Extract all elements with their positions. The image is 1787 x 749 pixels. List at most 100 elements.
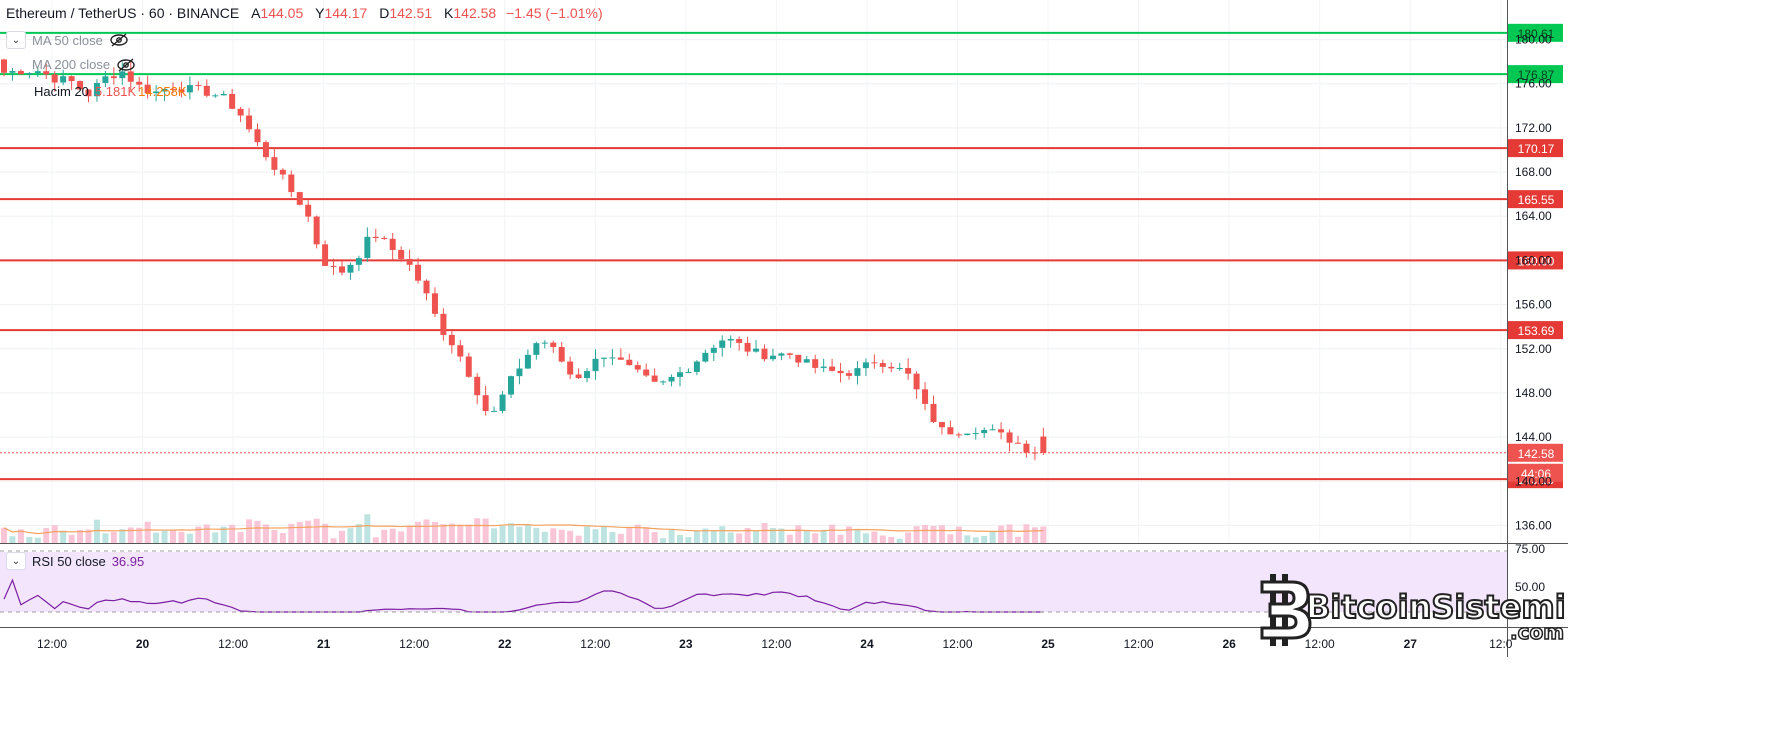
volume-bar <box>778 528 785 543</box>
volume-bar <box>499 525 506 543</box>
price-tick-label: 156.00 <box>1515 298 1552 312</box>
volume-bar <box>313 518 320 543</box>
candle-body <box>347 264 354 273</box>
volume-bar <box>17 529 24 543</box>
candle-body <box>947 427 954 435</box>
volume-bar <box>643 527 650 543</box>
volume-bar <box>862 533 869 543</box>
volume-bar <box>617 533 624 543</box>
candle-body <box>955 434 962 436</box>
candle-body <box>862 362 869 369</box>
price-tick-label: 136.00 <box>1515 518 1552 532</box>
volume-bar <box>178 531 185 543</box>
volume-bar <box>136 527 143 543</box>
symbol-header: Ethereum / TetherUS · 60 · BINANCE A144.… <box>6 5 603 21</box>
volume-bar <box>972 537 979 543</box>
volume-bar <box>736 533 743 543</box>
candle-body <box>550 342 557 348</box>
candle-body <box>262 142 269 158</box>
level-tag-label: 153.69 <box>1518 324 1555 338</box>
candle-body <box>651 375 658 382</box>
rsi-legend[interactable]: ⌄ RSI 50 close 36.95 <box>6 552 144 570</box>
price-tick-label: 168.00 <box>1515 165 1552 179</box>
volume-bar <box>102 533 109 543</box>
volume-bar <box>609 532 616 543</box>
candle-body <box>440 313 447 335</box>
candle-body <box>567 361 574 375</box>
chevron-down-icon[interactable]: ⌄ <box>6 552 26 570</box>
candle-body <box>482 395 489 412</box>
candle-body <box>660 381 667 383</box>
rsi-tick-label: 50.00 <box>1515 580 1545 594</box>
price-tick-label: 148.00 <box>1515 386 1552 400</box>
eye-slash-icon[interactable] <box>116 57 136 72</box>
volume-ma-value: 14.258K <box>138 84 187 99</box>
candle-body <box>203 85 210 96</box>
price-tick-label: 176.00 <box>1515 77 1552 91</box>
volume-bar <box>888 536 895 543</box>
grid-lines <box>0 0 1507 543</box>
volume-bar <box>77 529 84 543</box>
level-tag <box>1508 65 1563 84</box>
rsi-path <box>3 578 1044 613</box>
level-tag-label: 165.55 <box>1518 193 1555 207</box>
volume-bar <box>144 521 151 543</box>
candle-body <box>922 389 929 404</box>
indicator-ma50[interactable]: ⌄ MA 50 close <box>6 31 129 49</box>
volume-bar <box>431 521 438 543</box>
volume-bar <box>677 534 683 543</box>
volume-ma-line <box>3 523 1044 535</box>
time-axis[interactable]: 12:00 20 12:00 21 12:00 22 12:00 23 12:00 24 12:00… <box>37 637 1513 651</box>
volume-bar <box>685 537 692 543</box>
price-chart[interactable]: 180.61 176.87 170.17 165.55 160.00 153.69 140.… <box>0 0 1568 657</box>
level-tag-label: 170.17 <box>1518 142 1555 156</box>
candle-body <box>786 353 793 355</box>
candle-body <box>406 258 413 265</box>
volume-bar <box>491 528 498 543</box>
eye-slash-icon[interactable] <box>109 33 129 47</box>
candle-body <box>279 169 286 175</box>
volume-bar <box>220 526 227 543</box>
volume-bar <box>938 525 945 543</box>
volume-bar <box>85 529 92 543</box>
candle-body <box>119 71 126 79</box>
candle-body <box>837 370 844 374</box>
candle-body <box>617 357 624 360</box>
time-tick-label: 12:00 <box>1124 637 1154 651</box>
volume-bar <box>541 531 548 543</box>
volume-bar <box>846 526 852 543</box>
volume-bar <box>600 526 607 543</box>
level-tag <box>1508 251 1563 270</box>
volume-bar <box>415 521 422 543</box>
candle-body <box>981 429 988 434</box>
volume-bar <box>305 520 312 543</box>
candle-body <box>871 362 878 364</box>
candle-body <box>744 342 751 352</box>
volume-bar <box>795 525 802 543</box>
volume-bar <box>879 535 886 543</box>
candle-body <box>533 343 540 355</box>
indicator-ma200[interactable]: MA 200 close <box>6 57 136 72</box>
countdown-label: 44:06 <box>1521 467 1551 481</box>
candle-body <box>288 174 295 193</box>
rsi-band <box>0 552 1507 612</box>
volume-bar <box>744 527 751 543</box>
candle-body <box>186 85 193 93</box>
bitcoin-icon <box>1260 574 1312 646</box>
countdown-tag <box>1508 463 1563 482</box>
volume-bar <box>727 532 734 543</box>
candle-body <box>820 366 827 368</box>
candle-body <box>60 76 67 83</box>
candle-body <box>930 403 937 423</box>
candle-body <box>499 394 506 411</box>
chevron-down-icon[interactable]: ⌄ <box>6 31 26 49</box>
volume-bar <box>237 531 244 543</box>
candle-body <box>1040 436 1047 453</box>
price-axis[interactable]: 136.00 140.00 144.00 148.00 152.00 156.00 160.… <box>1515 33 1552 533</box>
volume-bar <box>820 529 827 543</box>
symbol-title[interactable]: Ethereum / TetherUS · 60 · BINANCE <box>6 5 240 21</box>
candle-body <box>136 81 143 85</box>
volume-bar <box>440 524 447 543</box>
indicator-volume[interactable]: Hacim 20 5.181K 14.258K <box>6 84 187 99</box>
volume-bar <box>651 532 658 543</box>
